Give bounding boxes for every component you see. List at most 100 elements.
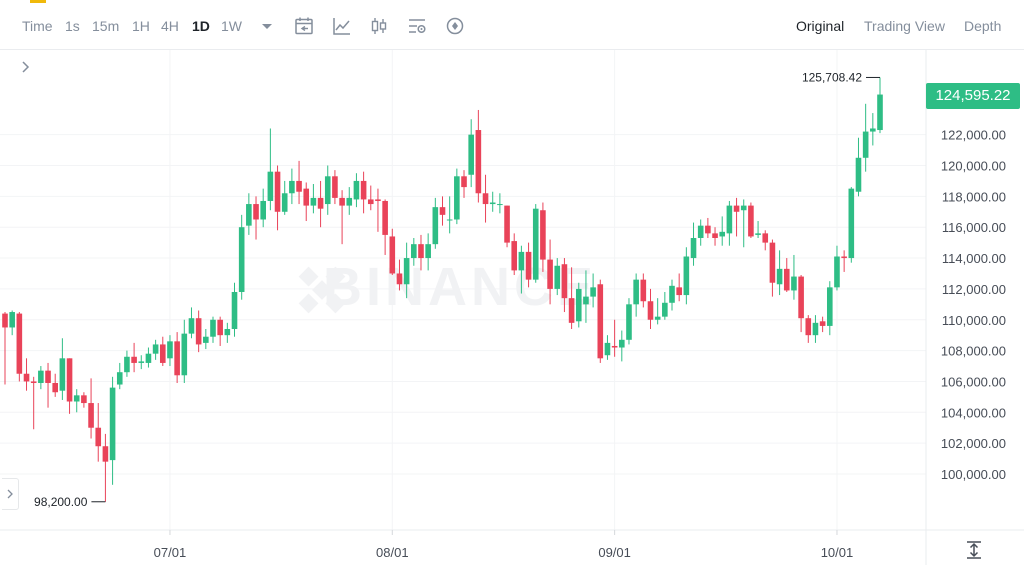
candle: [109, 376, 116, 485]
candle: [231, 282, 238, 337]
candle: [81, 392, 87, 408]
candle-body: [296, 180, 302, 192]
candle: [303, 182, 310, 222]
candle-body: [740, 205, 747, 211]
candle-body: [532, 208, 539, 280]
candle: [525, 242, 532, 288]
candle: [590, 273, 596, 308]
candle-body: [489, 202, 496, 205]
candle-body: [769, 242, 776, 283]
candle-body: [210, 319, 216, 337]
candle-body: [231, 291, 238, 330]
candle: [575, 282, 582, 328]
candle: [116, 362, 123, 390]
candle: [482, 174, 489, 223]
active-tab-indicator: [30, 0, 46, 3]
candle-body: [791, 276, 797, 291]
auto-scale-icon[interactable]: [963, 540, 985, 560]
candle-body: [669, 285, 675, 303]
candle-body: [174, 341, 180, 376]
candle: [23, 358, 30, 391]
candle-body: [697, 225, 704, 238]
timeframe-1s[interactable]: 1s: [65, 18, 80, 34]
candle-body: [446, 219, 453, 221]
calendar-icon[interactable]: [294, 16, 314, 36]
candle-body: [497, 204, 503, 206]
candle: [181, 319, 188, 383]
candle: [475, 109, 482, 203]
candle: [877, 77, 883, 134]
candle: [791, 254, 797, 300]
candle-body: [267, 171, 274, 201]
candle: [375, 188, 381, 232]
candle-body: [575, 288, 582, 322]
candle-body: [475, 130, 482, 194]
candle: [30, 376, 37, 430]
candle: [454, 168, 460, 225]
candle-body: [640, 279, 647, 302]
candle: [697, 219, 704, 246]
candle: [511, 233, 518, 276]
add-indicator-icon[interactable]: [445, 16, 465, 36]
candle-body: [619, 339, 625, 348]
candle: [862, 103, 869, 172]
candlestick-icon[interactable]: [369, 16, 389, 36]
timeframe-4h[interactable]: 4H: [161, 18, 179, 34]
timeframe-1w[interactable]: 1W: [221, 18, 242, 34]
dropdown-caret-icon[interactable]: [257, 17, 277, 37]
price-chart[interactable]: BINANCE 100,000.00 102,000.00 104,000.00 10…: [0, 50, 1024, 565]
candle-body: [719, 231, 726, 237]
candle-body: [238, 227, 245, 292]
candle-body: [138, 361, 145, 363]
candle-body: [95, 427, 102, 447]
candle-body: [360, 180, 367, 200]
candle: [769, 239, 776, 297]
timeframe-1d[interactable]: 1D: [192, 18, 210, 34]
candle: [45, 362, 51, 408]
candle: [619, 330, 625, 362]
candle: [740, 199, 747, 248]
candle: [647, 288, 654, 330]
candlestick-chart[interactable]: BINANCE 100,000.00102,000.00104,000.0010…: [0, 50, 1024, 565]
timeframe-15m[interactable]: 15m: [92, 18, 120, 34]
timeframe-1h[interactable]: 1H: [132, 18, 150, 34]
candle: [662, 291, 668, 320]
candle-body: [712, 233, 718, 238]
view-original[interactable]: Original: [796, 18, 845, 34]
candle: [188, 307, 195, 339]
chevron-right-icon: [7, 489, 13, 499]
candle-body: [511, 241, 518, 271]
side-panel-toggle[interactable]: [2, 478, 19, 510]
candle: [418, 234, 424, 271]
candle-body: [274, 171, 281, 212]
candle: [583, 270, 589, 323]
chart-toolbar: Time 1s 15m 1H 4H 1D 1W Original Trading View De…: [0, 0, 1024, 50]
candle: [203, 329, 209, 350]
timeframe-time[interactable]: Time: [22, 18, 53, 34]
candle-body: [568, 298, 575, 323]
indicator-settings-icon[interactable]: [407, 16, 427, 36]
candle: [432, 197, 439, 249]
candle: [834, 245, 840, 291]
view-depth[interactable]: Depth: [964, 18, 1002, 34]
chevron-right-icon[interactable]: [18, 58, 34, 76]
candle: [654, 298, 661, 325]
candle: [346, 187, 353, 215]
candle: [733, 197, 740, 237]
candle: [124, 350, 130, 377]
candle-body: [195, 318, 202, 345]
candle-body: [188, 318, 195, 334]
candle: [403, 242, 410, 299]
x-tick-label: 08/01: [376, 545, 409, 560]
candle: [289, 168, 295, 205]
candle: [238, 214, 245, 300]
candle: [547, 239, 553, 305]
candle: [640, 273, 647, 308]
candle-body: [324, 176, 331, 205]
view-trading-view[interactable]: Trading View: [864, 18, 945, 34]
candle: [332, 170, 338, 205]
candle-body: [23, 373, 30, 382]
candle-body: [81, 395, 87, 404]
line-chart-icon[interactable]: [332, 16, 352, 36]
candle-body: [611, 345, 618, 348]
